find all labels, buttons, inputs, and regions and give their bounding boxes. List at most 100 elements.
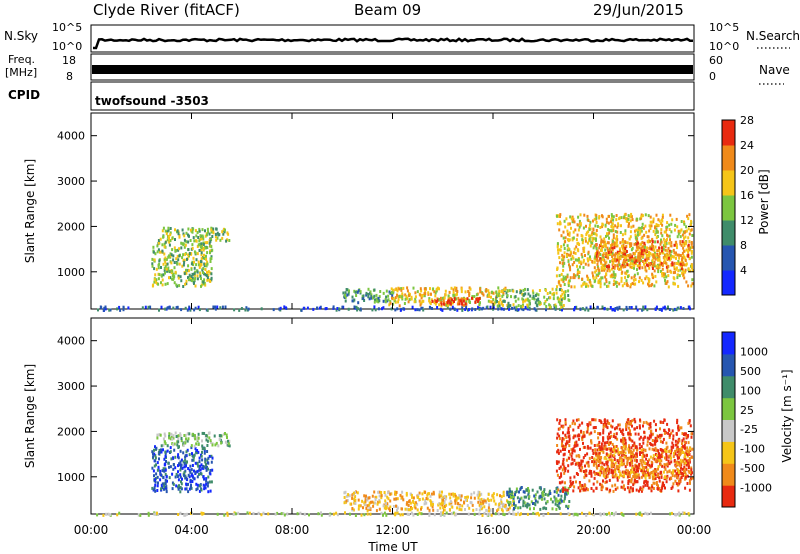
scatter-cell (181, 477, 183, 481)
scatter-cell (660, 433, 663, 437)
scatter-cell (363, 494, 366, 498)
scatter-cell (406, 501, 409, 505)
scatter-cell (152, 245, 155, 249)
scatter-cell (435, 287, 438, 291)
scatter-cell (660, 269, 662, 273)
scatter-cell (477, 490, 480, 494)
scatter-cell (407, 508, 410, 512)
scatter-cell (180, 465, 182, 469)
scatter-cell (672, 455, 675, 459)
scatter-cell (558, 248, 561, 252)
scatter-cell (608, 443, 610, 446)
scatter-cell (137, 513, 140, 517)
scatter-cell (665, 275, 668, 279)
scatter-cell (177, 446, 180, 449)
scatter-cell (595, 465, 598, 468)
scatter-cell (551, 292, 554, 296)
scatter-cell (596, 265, 599, 269)
scatter-cell (613, 266, 616, 270)
scatter-cell (394, 511, 397, 515)
scatter-cell (190, 483, 192, 487)
scatter-cell (628, 444, 631, 448)
scatter-cell (667, 459, 670, 463)
scatter-cell (585, 461, 588, 465)
scatter-cell (395, 497, 398, 501)
scatter-cell (684, 471, 687, 475)
scatter-cell (506, 490, 509, 494)
scatter-cell (661, 249, 663, 253)
scatter-cell (577, 454, 580, 457)
scatter-cell (639, 451, 642, 455)
scatter-cell (470, 496, 473, 500)
scatter-cell (506, 493, 509, 497)
scatter-cell (347, 292, 350, 296)
scatter-cell (588, 228, 591, 232)
scatter-cell (648, 252, 650, 256)
scatter-cell (194, 276, 197, 280)
scatter-cell (690, 435, 693, 439)
scatter-cell (686, 214, 689, 218)
scatter-cell (660, 240, 663, 244)
scatter-cell (587, 250, 590, 254)
scatter-cell (674, 270, 676, 274)
scatter-cell (425, 497, 428, 500)
scatter-cell (666, 234, 669, 238)
scatter-cell (213, 434, 216, 438)
scatter-cell (353, 501, 356, 505)
scatter-cell (627, 217, 630, 221)
scatter-cell (663, 272, 666, 276)
scatter-cell (471, 503, 474, 507)
scatter-cell (646, 257, 649, 260)
scatter-cell (611, 471, 614, 475)
scatter-cell (561, 442, 563, 446)
scatter-cell (157, 248, 160, 252)
scatter-cell (244, 308, 247, 312)
scatter-cell (195, 488, 198, 492)
scatter-cell (164, 434, 167, 438)
y-tick-label: 2000 (57, 425, 85, 438)
scatter-cell (167, 226, 170, 230)
scatter-cell (569, 424, 572, 428)
scatter-cell (207, 475, 210, 479)
scatter-cell (600, 483, 603, 487)
scatter-cell (195, 442, 198, 446)
scatter-cell (583, 445, 586, 449)
scatter-cell (584, 308, 587, 312)
scatter-cell (601, 223, 604, 227)
scatter-cell (405, 294, 408, 298)
scatter-cell (234, 512, 237, 516)
scatter-cell (285, 306, 287, 310)
scatter-cell (661, 264, 664, 267)
scatter-cell (593, 457, 596, 461)
scatter-cell (574, 228, 577, 232)
scatter-cell (612, 448, 615, 452)
scatter-cell (643, 233, 646, 237)
scatter-cell (575, 440, 578, 444)
scatter-cell (620, 439, 623, 443)
cpid-frame (90, 81, 695, 111)
scatter-cell (170, 435, 173, 439)
scatter-cell (625, 456, 628, 460)
scatter-cell (510, 295, 512, 299)
scatter-cell (543, 295, 546, 299)
scatter-cell (228, 439, 231, 443)
scatter-cell (559, 248, 562, 252)
scatter-cell (206, 251, 209, 255)
scatter-cell (573, 220, 576, 224)
scatter-cell (172, 463, 175, 466)
scatter-cell (643, 262, 645, 266)
scatter-cell (640, 236, 643, 240)
scatter-cell (657, 218, 660, 222)
scatter-cell (156, 250, 159, 254)
scatter-cell (344, 295, 347, 299)
scatter-cell (673, 474, 676, 478)
scatter-cell (562, 466, 565, 470)
scatter-cell (215, 227, 218, 231)
scatter-cell (676, 462, 679, 466)
scatter-cell (184, 455, 187, 459)
scatter-cell (164, 282, 167, 286)
scatter-cell (210, 230, 213, 234)
scatter-cell (590, 470, 593, 473)
scatter-cell (688, 419, 691, 423)
scatter-cell (640, 469, 643, 473)
